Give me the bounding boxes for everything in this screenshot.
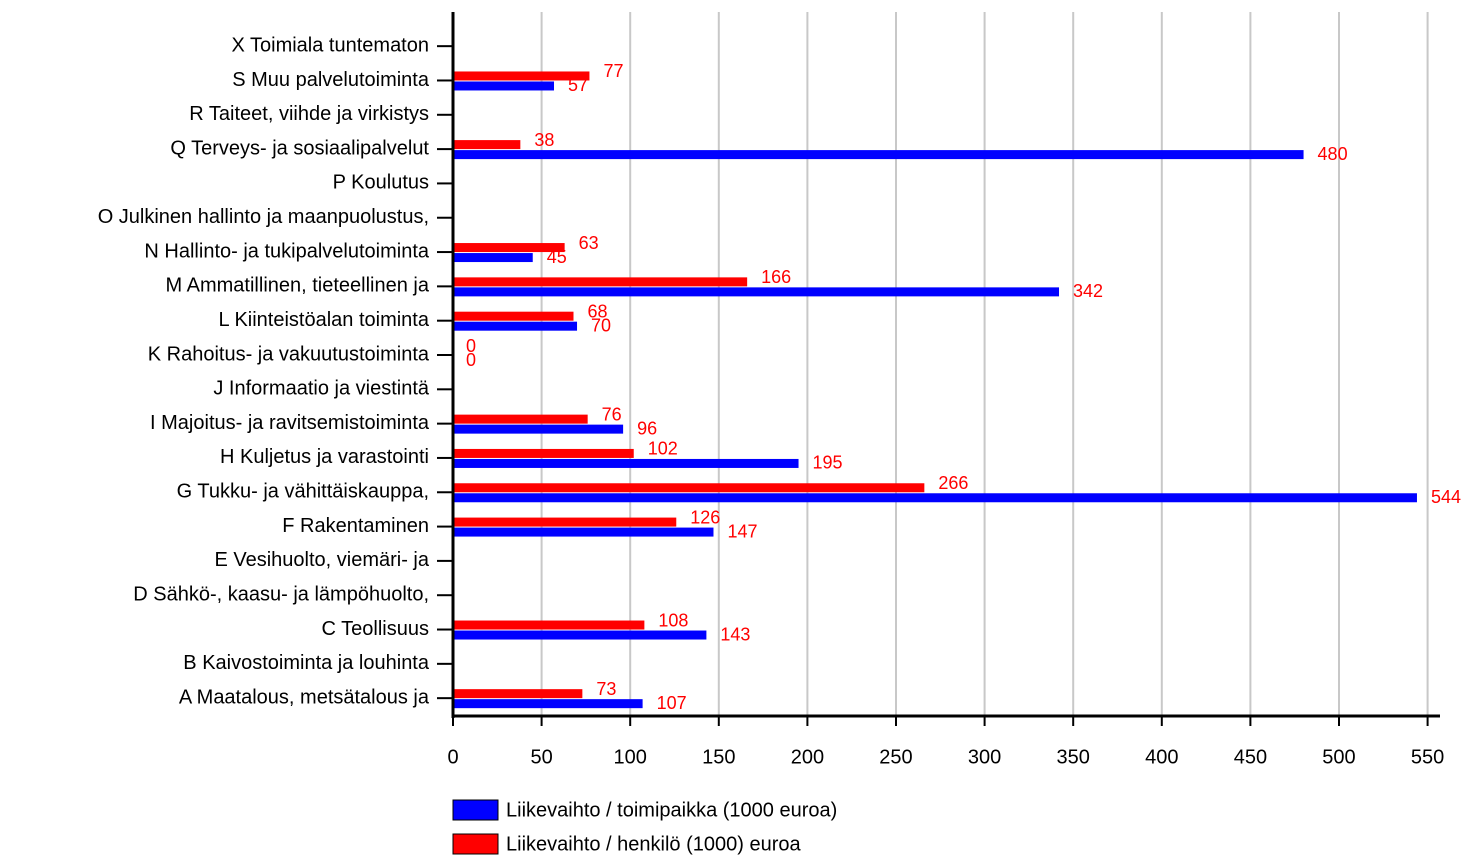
- x-tick-label: 50: [530, 746, 552, 768]
- y-tick-label: M Ammatillinen, tieteellinen ja: [166, 275, 430, 297]
- legend-swatch: [452, 799, 499, 821]
- bar: [453, 483, 925, 493]
- value-label: 0: [466, 336, 476, 356]
- y-tick-label: J Informaatio ja viestintä: [213, 378, 430, 400]
- y-tick-label: P Koulutus: [333, 172, 429, 194]
- bar: [453, 458, 799, 468]
- value-label: 57: [568, 75, 588, 95]
- y-tick-label: X Toimiala tuntematon: [231, 34, 429, 56]
- value-label: 96: [637, 418, 657, 438]
- value-label: 107: [657, 693, 687, 713]
- bar: [453, 321, 578, 331]
- y-tick-label: B Kaivostoiminta ja louhinta: [183, 652, 430, 674]
- y-tick-label: C Teollisuus: [322, 618, 429, 640]
- bar: [453, 71, 590, 81]
- value-label: 480: [1318, 144, 1348, 164]
- bar: [453, 243, 565, 253]
- value-label: 76: [602, 404, 622, 424]
- x-tick-label: 150: [702, 746, 735, 768]
- legend-label: Liikevaihto / toimipaikka (1000 euroa): [506, 799, 837, 821]
- value-label: 342: [1073, 281, 1103, 301]
- y-tick-label: E Vesihuolto, viemäri- ja: [214, 549, 429, 571]
- value-label: 166: [761, 267, 791, 287]
- value-label: 195: [813, 453, 843, 473]
- value-label: 108: [658, 610, 688, 630]
- x-tick-label: 500: [1322, 746, 1355, 768]
- y-tick-label: F Rakentaminen: [282, 515, 429, 537]
- x-tick-label: 450: [1234, 746, 1267, 768]
- x-tick-label: 550: [1411, 746, 1444, 768]
- value-label: 68: [587, 301, 607, 321]
- x-tick-label: 200: [791, 746, 824, 768]
- legend-swatch: [452, 833, 499, 855]
- bar: [453, 150, 1304, 160]
- value-label: 70: [591, 315, 611, 335]
- value-label: 73: [596, 679, 616, 699]
- value-label: 544: [1431, 487, 1461, 507]
- value-label: 45: [547, 247, 567, 267]
- y-tick-label: A Maatalous, metsätalous ja: [179, 686, 430, 708]
- bar: [453, 287, 1060, 297]
- bar: [453, 277, 748, 287]
- bar: [453, 424, 624, 434]
- bar: [453, 311, 574, 321]
- bar: [453, 81, 555, 91]
- value-label: 63: [579, 233, 599, 253]
- bar: [453, 689, 583, 699]
- y-tick-label: I Majoitus- ja ravitsemistoiminta: [150, 412, 430, 434]
- bar: [453, 493, 1417, 503]
- bar: [453, 527, 714, 537]
- value-label: 38: [534, 130, 554, 150]
- bar: [453, 517, 677, 527]
- y-tick-label: N Hallinto- ja tukipalvelutoiminta: [144, 240, 429, 262]
- bar: [453, 140, 521, 150]
- value-label: 77: [603, 61, 623, 81]
- y-tick-label: G Tukku- ja vähittäiskauppa,: [177, 481, 429, 503]
- y-tick-label: L Kiinteistöalan toiminta: [219, 309, 430, 331]
- y-tick-label: H Kuljetus ja varastointi: [220, 446, 429, 468]
- x-tick-label: 350: [1057, 746, 1090, 768]
- bar: [453, 448, 634, 458]
- value-label: 143: [720, 624, 750, 644]
- value-label: 147: [727, 521, 757, 541]
- y-tick-label: Q Terveys- ja sosiaalipalvelut: [170, 137, 429, 159]
- bar: [453, 620, 645, 630]
- y-tick-label: R Taiteet, viihde ja virkistys: [189, 103, 429, 125]
- legend-label: Liikevaihto / henkilö (1000) euroa: [506, 833, 802, 855]
- y-tick-label: D Sähkö-, kaasu- ja lämpöhuolto,: [133, 583, 429, 605]
- x-tick-label: 400: [1145, 746, 1178, 768]
- bar: [453, 414, 588, 424]
- y-tick-label: K Rahoitus- ja vakuutustoiminta: [148, 343, 430, 365]
- value-label: 102: [648, 439, 678, 459]
- y-tick-label: O Julkinen hallinto ja maanpuolustus,: [98, 206, 429, 228]
- value-label: 266: [938, 473, 968, 493]
- bar: [453, 253, 533, 263]
- bar: [453, 699, 643, 709]
- x-tick-label: 0: [447, 746, 458, 768]
- value-label: 0: [466, 350, 476, 370]
- x-tick-label: 250: [879, 746, 912, 768]
- y-tick-label: S Muu palvelutoiminta: [232, 69, 430, 91]
- value-label: 126: [690, 507, 720, 527]
- x-tick-label: 300: [968, 746, 1001, 768]
- x-tick-label: 100: [614, 746, 647, 768]
- bar: [453, 630, 707, 640]
